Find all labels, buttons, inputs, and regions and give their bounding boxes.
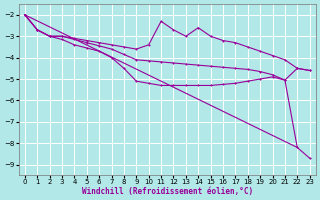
X-axis label: Windchill (Refroidissement éolien,°C): Windchill (Refroidissement éolien,°C) bbox=[82, 187, 253, 196]
